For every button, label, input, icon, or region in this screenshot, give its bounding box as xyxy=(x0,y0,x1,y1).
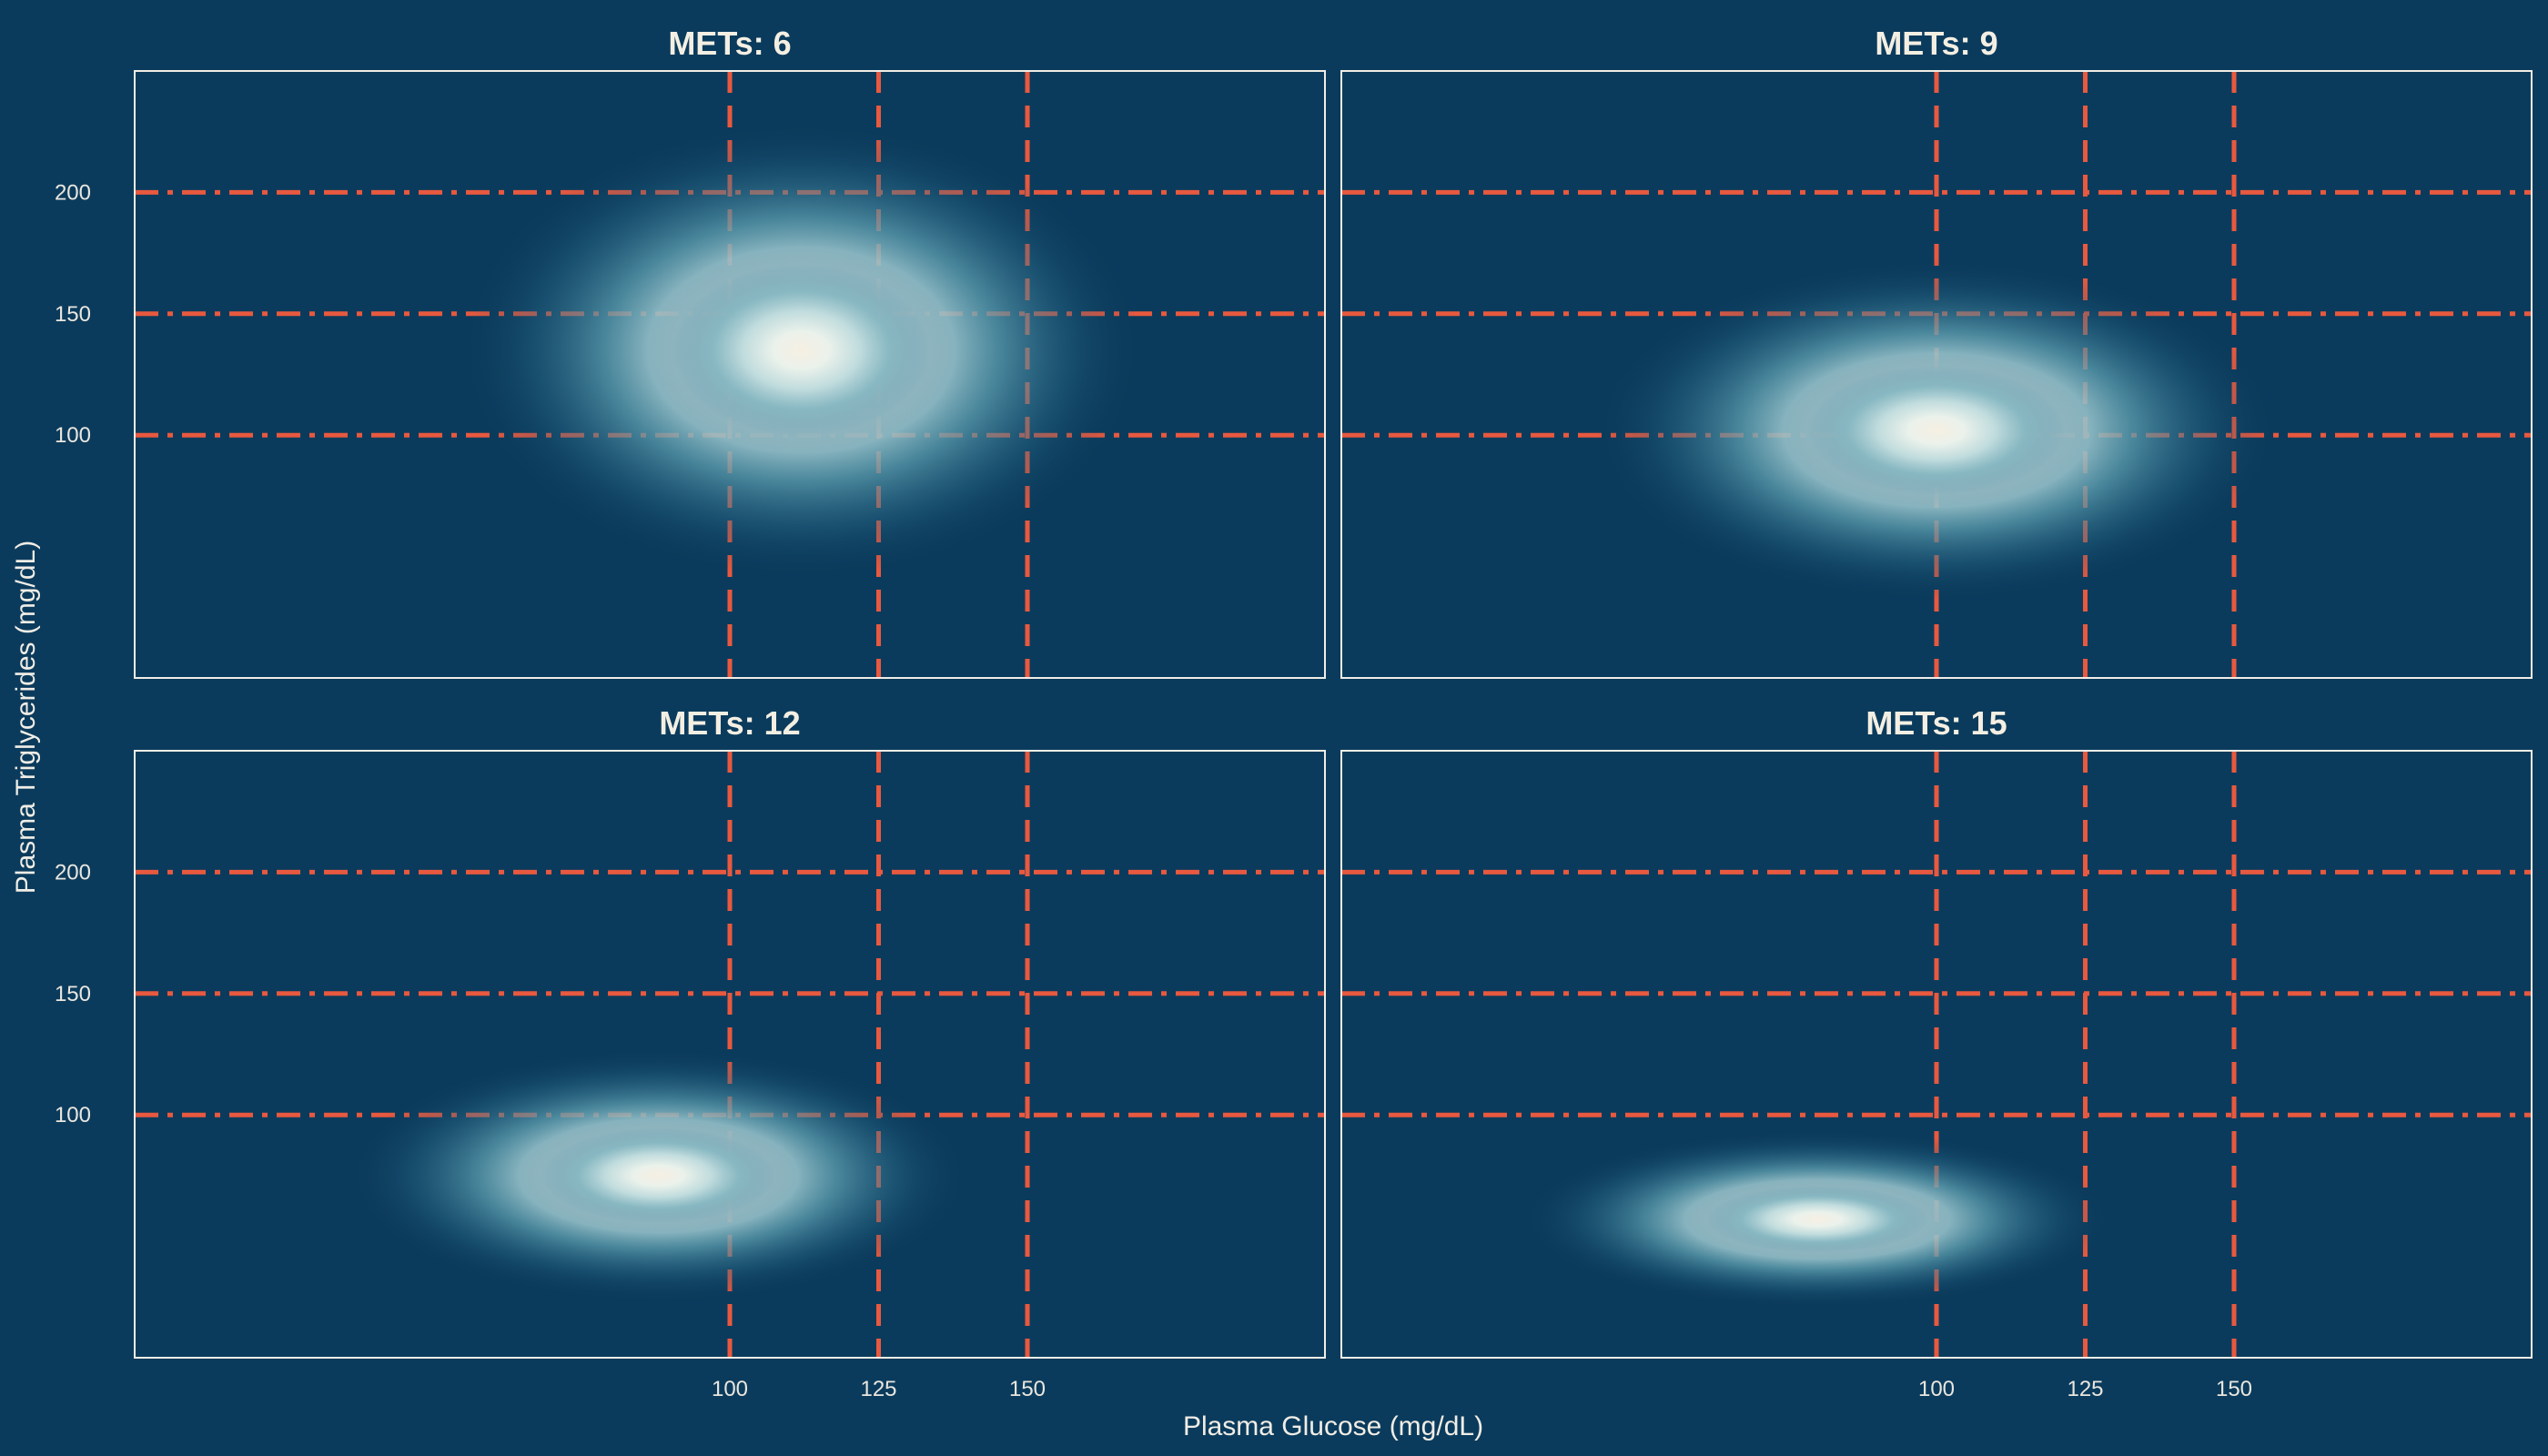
panel-title: METs: 12 xyxy=(659,704,800,742)
facet-panel: METs: 15 100 125 150 xyxy=(1340,704,2533,1401)
density-layer xyxy=(349,1049,968,1302)
facet-panel: METs: 12 100 150 200 100 125 150 xyxy=(55,704,1326,1401)
x-tick-label: 100 xyxy=(1918,1377,1955,1401)
density-layer xyxy=(1523,1130,2112,1309)
panel-title: METs: 15 xyxy=(1866,704,2007,742)
y-tick-label: 200 xyxy=(55,860,91,885)
x-tick-label: 100 xyxy=(712,1377,748,1401)
density-peak xyxy=(1783,353,2090,508)
density-layer xyxy=(1595,259,2278,602)
facet-panel: METs: 6 100 150 200 xyxy=(55,25,1326,679)
density-peak xyxy=(1684,1179,1950,1259)
x-axis-label: Plasma Glucose (mg/dL) xyxy=(1183,1411,1483,1441)
panel-border xyxy=(1340,750,2533,1359)
x-tick-label: 125 xyxy=(2067,1377,2103,1401)
x-tick-label: 150 xyxy=(2216,1377,2252,1401)
panel-border xyxy=(1340,70,2533,679)
density-layer xyxy=(460,123,1142,578)
panel-title: METs: 6 xyxy=(668,25,791,62)
panels-layer: METs: 6 100 150 200 METs: 9 METs: 12 100 150 200… xyxy=(55,25,2533,1401)
density-peak xyxy=(648,248,955,453)
y-tick-label: 100 xyxy=(55,423,91,448)
x-tick-label: 150 xyxy=(1009,1377,1046,1401)
facet-panel: METs: 9 xyxy=(1340,25,2533,679)
panel-border xyxy=(134,70,1326,679)
y-tick-label: 150 xyxy=(55,982,91,1006)
y-tick-label: 150 xyxy=(55,302,91,327)
panel-border xyxy=(134,750,1326,1359)
reference-lines xyxy=(135,71,1325,678)
y-tick-label: 200 xyxy=(55,180,91,205)
x-tick-label: 125 xyxy=(860,1377,896,1401)
density-peak xyxy=(519,1118,798,1233)
panel-title: METs: 9 xyxy=(1875,25,1997,62)
y-axis-label: Plasma Triglycerides (mg/dL) xyxy=(11,541,41,894)
y-tick-label: 100 xyxy=(55,1103,91,1127)
